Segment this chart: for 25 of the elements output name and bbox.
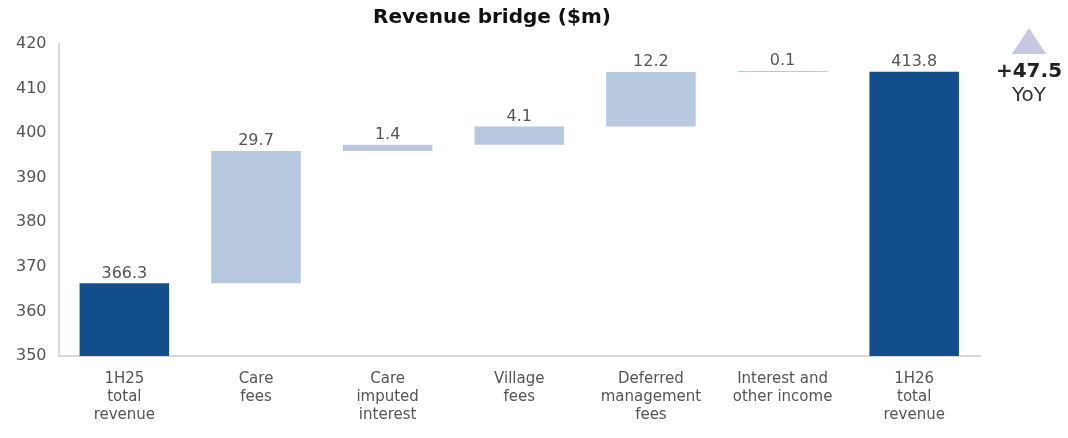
y-tick-label: 410: [15, 77, 47, 97]
x-tick-label: Deferred management fees: [600, 368, 702, 423]
data-label: 12.2: [633, 51, 669, 71]
x-tick-label: Village fees: [494, 368, 545, 405]
x-tick-label: 1H25 total revenue: [93, 368, 156, 423]
y-tick-label: 400: [15, 122, 47, 142]
text: +47.5: [994, 58, 1064, 82]
x-tick-label: 1H26 total revenue: [883, 368, 945, 423]
data-label: 366.3: [101, 262, 148, 282]
data-label: 29.7: [238, 130, 274, 150]
data-label: 0.1: [769, 50, 796, 70]
text: YoY: [1011, 82, 1047, 106]
data-label: 1.4: [374, 123, 401, 143]
y-tick-label: 350: [15, 345, 47, 365]
y-tick-label: 360: [15, 300, 47, 320]
y-tick-label: 380: [15, 211, 47, 231]
y-tick-label: 420: [15, 33, 47, 53]
y-tick-label: 390: [15, 166, 47, 186]
y-tick-label: 370: [15, 256, 47, 276]
data-label: 4.1: [506, 105, 532, 125]
chart-title: Revenue bridge ($m): [373, 4, 611, 29]
x-tick-label: Care fees: [238, 368, 274, 405]
x-tick-label: Care imputed interest: [356, 368, 419, 423]
data-label: 413.8: [891, 50, 938, 70]
x-tick-label: Interest and other income: [732, 368, 833, 405]
